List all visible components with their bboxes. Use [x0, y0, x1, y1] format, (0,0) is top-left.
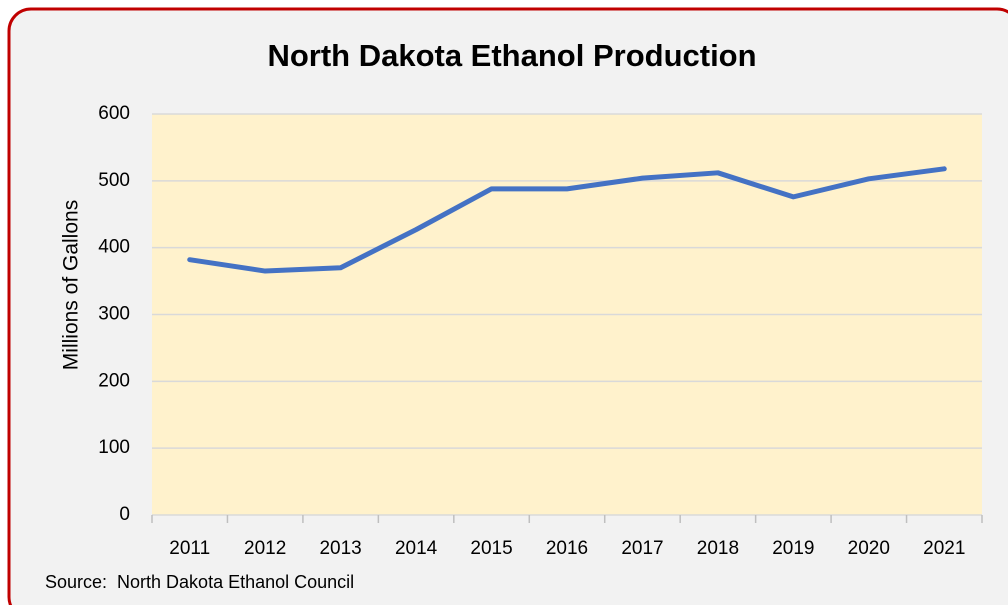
chart-title: North Dakota Ethanol Production: [267, 38, 756, 73]
source-note: Source: North Dakota Ethanol Council: [45, 572, 354, 592]
y-tick-label: 600: [98, 103, 130, 124]
x-tick-label: 2019: [772, 538, 814, 559]
y-tick-label: 100: [98, 437, 130, 458]
y-tick-label: 200: [98, 370, 130, 391]
x-tick-label: 2012: [244, 538, 286, 559]
x-tick-label: 2014: [395, 538, 438, 559]
data-line: [187, 166, 947, 274]
y-tick-label: 0: [119, 504, 130, 525]
x-tick-label: 2020: [848, 538, 890, 559]
y-tick-label: 300: [98, 304, 130, 325]
x-tick-label: 2017: [621, 538, 663, 559]
x-tick-label: 2021: [923, 538, 965, 559]
x-tick-label: 2013: [319, 538, 361, 559]
x-tick-label: 2016: [546, 538, 588, 559]
x-tick-label: 2018: [697, 538, 739, 559]
x-tick-label: 2011: [169, 538, 210, 559]
y-tick-label: 400: [98, 237, 130, 258]
y-tick-label: 500: [98, 170, 130, 191]
y-axis-label: Millions of Gallons: [60, 200, 83, 370]
x-tick-label: 2015: [470, 538, 512, 559]
